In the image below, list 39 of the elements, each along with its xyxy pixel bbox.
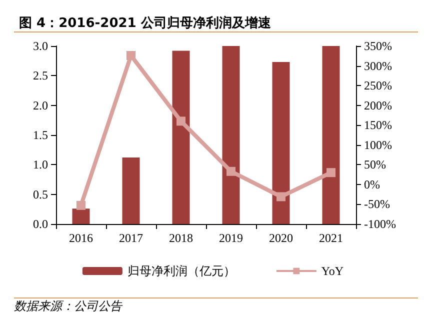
y2-tick-label: 150% <box>364 118 392 132</box>
y2-tick-label: 300% <box>364 58 392 73</box>
bar <box>222 46 240 224</box>
legend-label: YoY <box>321 264 344 278</box>
y2-tick-label: 250% <box>364 78 392 93</box>
y2-tick-label: 0% <box>364 177 380 192</box>
bar <box>272 62 290 224</box>
y-tick-label: 2.0 <box>33 98 48 112</box>
y-tick-label: 1.5 <box>33 128 48 142</box>
y2-tick-label: 350% <box>364 39 392 53</box>
y-tick-label: 1.0 <box>33 158 48 172</box>
bar <box>322 46 340 224</box>
y2-tick-label: 200% <box>364 98 392 112</box>
y2-tick-label: 50% <box>364 158 386 172</box>
y2-tick-label: -50% <box>364 197 390 212</box>
point <box>176 116 186 126</box>
x-tick-label: 2018 <box>169 231 193 245</box>
point <box>326 168 336 178</box>
chart-title: 图 4：2016-2021 公司归母净利润及增速 <box>19 15 272 31</box>
y2-tick-label: 100% <box>364 138 392 152</box>
bar <box>122 158 140 224</box>
point <box>126 50 136 60</box>
y-tick-label: 3.0 <box>33 39 48 53</box>
legend-label: 归母净利润（亿元） <box>127 264 236 278</box>
source-note: 数据来源：公司公告 <box>14 299 123 313</box>
point <box>276 192 286 202</box>
y-tick-label: 2.5 <box>33 68 48 83</box>
x-tick-label: 2019 <box>219 231 243 245</box>
point <box>226 166 236 176</box>
x-tick-label: 2020 <box>269 231 293 245</box>
y-tick-label: 0.5 <box>33 187 48 202</box>
point <box>76 200 86 210</box>
y2-tick-label: -100% <box>364 217 396 231</box>
bar <box>172 50 190 224</box>
y-tick-label: 0.0 <box>33 217 48 231</box>
bar <box>72 208 90 224</box>
x-tick-label: 2016 <box>69 231 93 245</box>
x-tick-label: 2021 <box>319 231 343 245</box>
x-tick-label: 2017 <box>119 231 143 245</box>
